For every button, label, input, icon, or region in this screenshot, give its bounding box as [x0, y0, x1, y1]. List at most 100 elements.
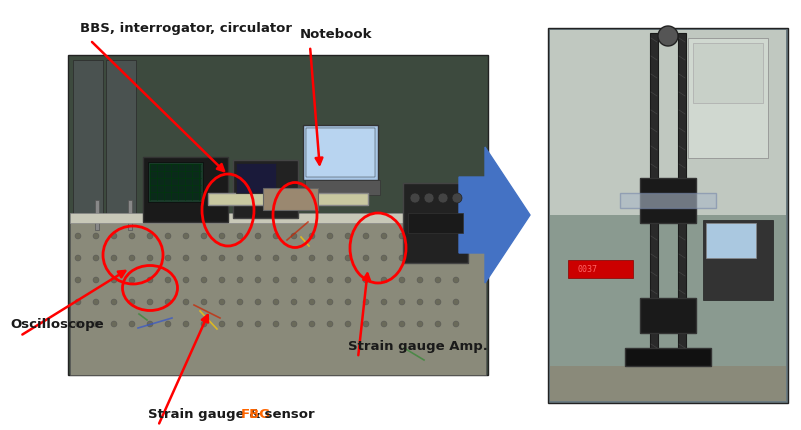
Circle shape	[417, 299, 423, 305]
Bar	[70, 221, 486, 375]
Circle shape	[201, 233, 207, 239]
Bar	[306, 128, 375, 177]
Circle shape	[165, 321, 171, 327]
Circle shape	[201, 277, 207, 283]
Circle shape	[75, 321, 81, 327]
Circle shape	[237, 321, 243, 327]
Circle shape	[147, 233, 153, 239]
Bar	[548, 28, 788, 403]
Bar	[106, 60, 136, 370]
Circle shape	[273, 299, 279, 305]
Circle shape	[363, 255, 369, 261]
Circle shape	[129, 233, 135, 239]
Bar	[620, 193, 716, 208]
Circle shape	[255, 233, 261, 239]
Circle shape	[435, 299, 441, 305]
Text: Oscilloscope: Oscilloscope	[10, 318, 103, 331]
Circle shape	[327, 299, 333, 305]
Bar	[143, 157, 228, 222]
Bar	[70, 213, 486, 223]
Circle shape	[452, 193, 462, 203]
Circle shape	[399, 321, 405, 327]
Bar	[678, 33, 686, 358]
Bar	[73, 60, 103, 370]
Circle shape	[237, 233, 243, 239]
Circle shape	[111, 299, 117, 305]
Bar	[150, 164, 201, 200]
Circle shape	[345, 255, 351, 261]
Circle shape	[453, 233, 459, 239]
Circle shape	[345, 299, 351, 305]
Circle shape	[381, 299, 387, 305]
Bar	[550, 215, 786, 400]
Circle shape	[129, 321, 135, 327]
Circle shape	[165, 255, 171, 261]
Circle shape	[453, 299, 459, 305]
Bar	[706, 223, 756, 258]
Circle shape	[291, 233, 297, 239]
Bar	[650, 33, 658, 358]
Circle shape	[327, 277, 333, 283]
Circle shape	[417, 255, 423, 261]
Circle shape	[219, 299, 225, 305]
Bar	[688, 38, 768, 158]
Circle shape	[417, 277, 423, 283]
Circle shape	[93, 233, 99, 239]
Bar	[95, 200, 99, 230]
Circle shape	[147, 255, 153, 261]
Circle shape	[93, 321, 99, 327]
Text: BBS, interrogator, circulator: BBS, interrogator, circulator	[80, 22, 292, 35]
Bar	[625, 348, 711, 366]
Circle shape	[273, 255, 279, 261]
Circle shape	[201, 321, 207, 327]
Circle shape	[435, 321, 441, 327]
Bar	[703, 220, 773, 300]
Circle shape	[399, 277, 405, 283]
Circle shape	[255, 255, 261, 261]
Circle shape	[399, 233, 405, 239]
Circle shape	[435, 255, 441, 261]
Circle shape	[219, 277, 225, 283]
Circle shape	[309, 321, 315, 327]
Circle shape	[291, 255, 297, 261]
Circle shape	[165, 233, 171, 239]
Circle shape	[309, 233, 315, 239]
Circle shape	[75, 277, 81, 283]
Circle shape	[93, 299, 99, 305]
Bar	[68, 55, 488, 375]
Bar	[640, 298, 696, 333]
Circle shape	[273, 233, 279, 239]
Circle shape	[345, 277, 351, 283]
Polygon shape	[459, 147, 530, 283]
Bar	[568, 260, 633, 278]
Text: Strain gauge &: Strain gauge &	[148, 408, 265, 421]
Circle shape	[291, 299, 297, 305]
Circle shape	[255, 321, 261, 327]
Circle shape	[255, 299, 261, 305]
Bar	[550, 366, 786, 401]
Bar	[640, 178, 696, 223]
Circle shape	[75, 255, 81, 261]
Bar	[208, 193, 368, 205]
Circle shape	[435, 277, 441, 283]
Circle shape	[111, 233, 117, 239]
Circle shape	[183, 255, 189, 261]
Circle shape	[201, 255, 207, 261]
Circle shape	[183, 299, 189, 305]
Circle shape	[453, 255, 459, 261]
Circle shape	[201, 299, 207, 305]
Circle shape	[255, 277, 261, 283]
Circle shape	[363, 277, 369, 283]
Circle shape	[363, 299, 369, 305]
Circle shape	[93, 255, 99, 261]
Bar	[233, 160, 298, 218]
Circle shape	[327, 233, 333, 239]
Bar	[305, 180, 380, 195]
Circle shape	[75, 299, 81, 305]
Circle shape	[291, 277, 297, 283]
Circle shape	[438, 193, 448, 203]
Circle shape	[399, 299, 405, 305]
Circle shape	[453, 277, 459, 283]
Circle shape	[111, 255, 117, 261]
Circle shape	[417, 233, 423, 239]
